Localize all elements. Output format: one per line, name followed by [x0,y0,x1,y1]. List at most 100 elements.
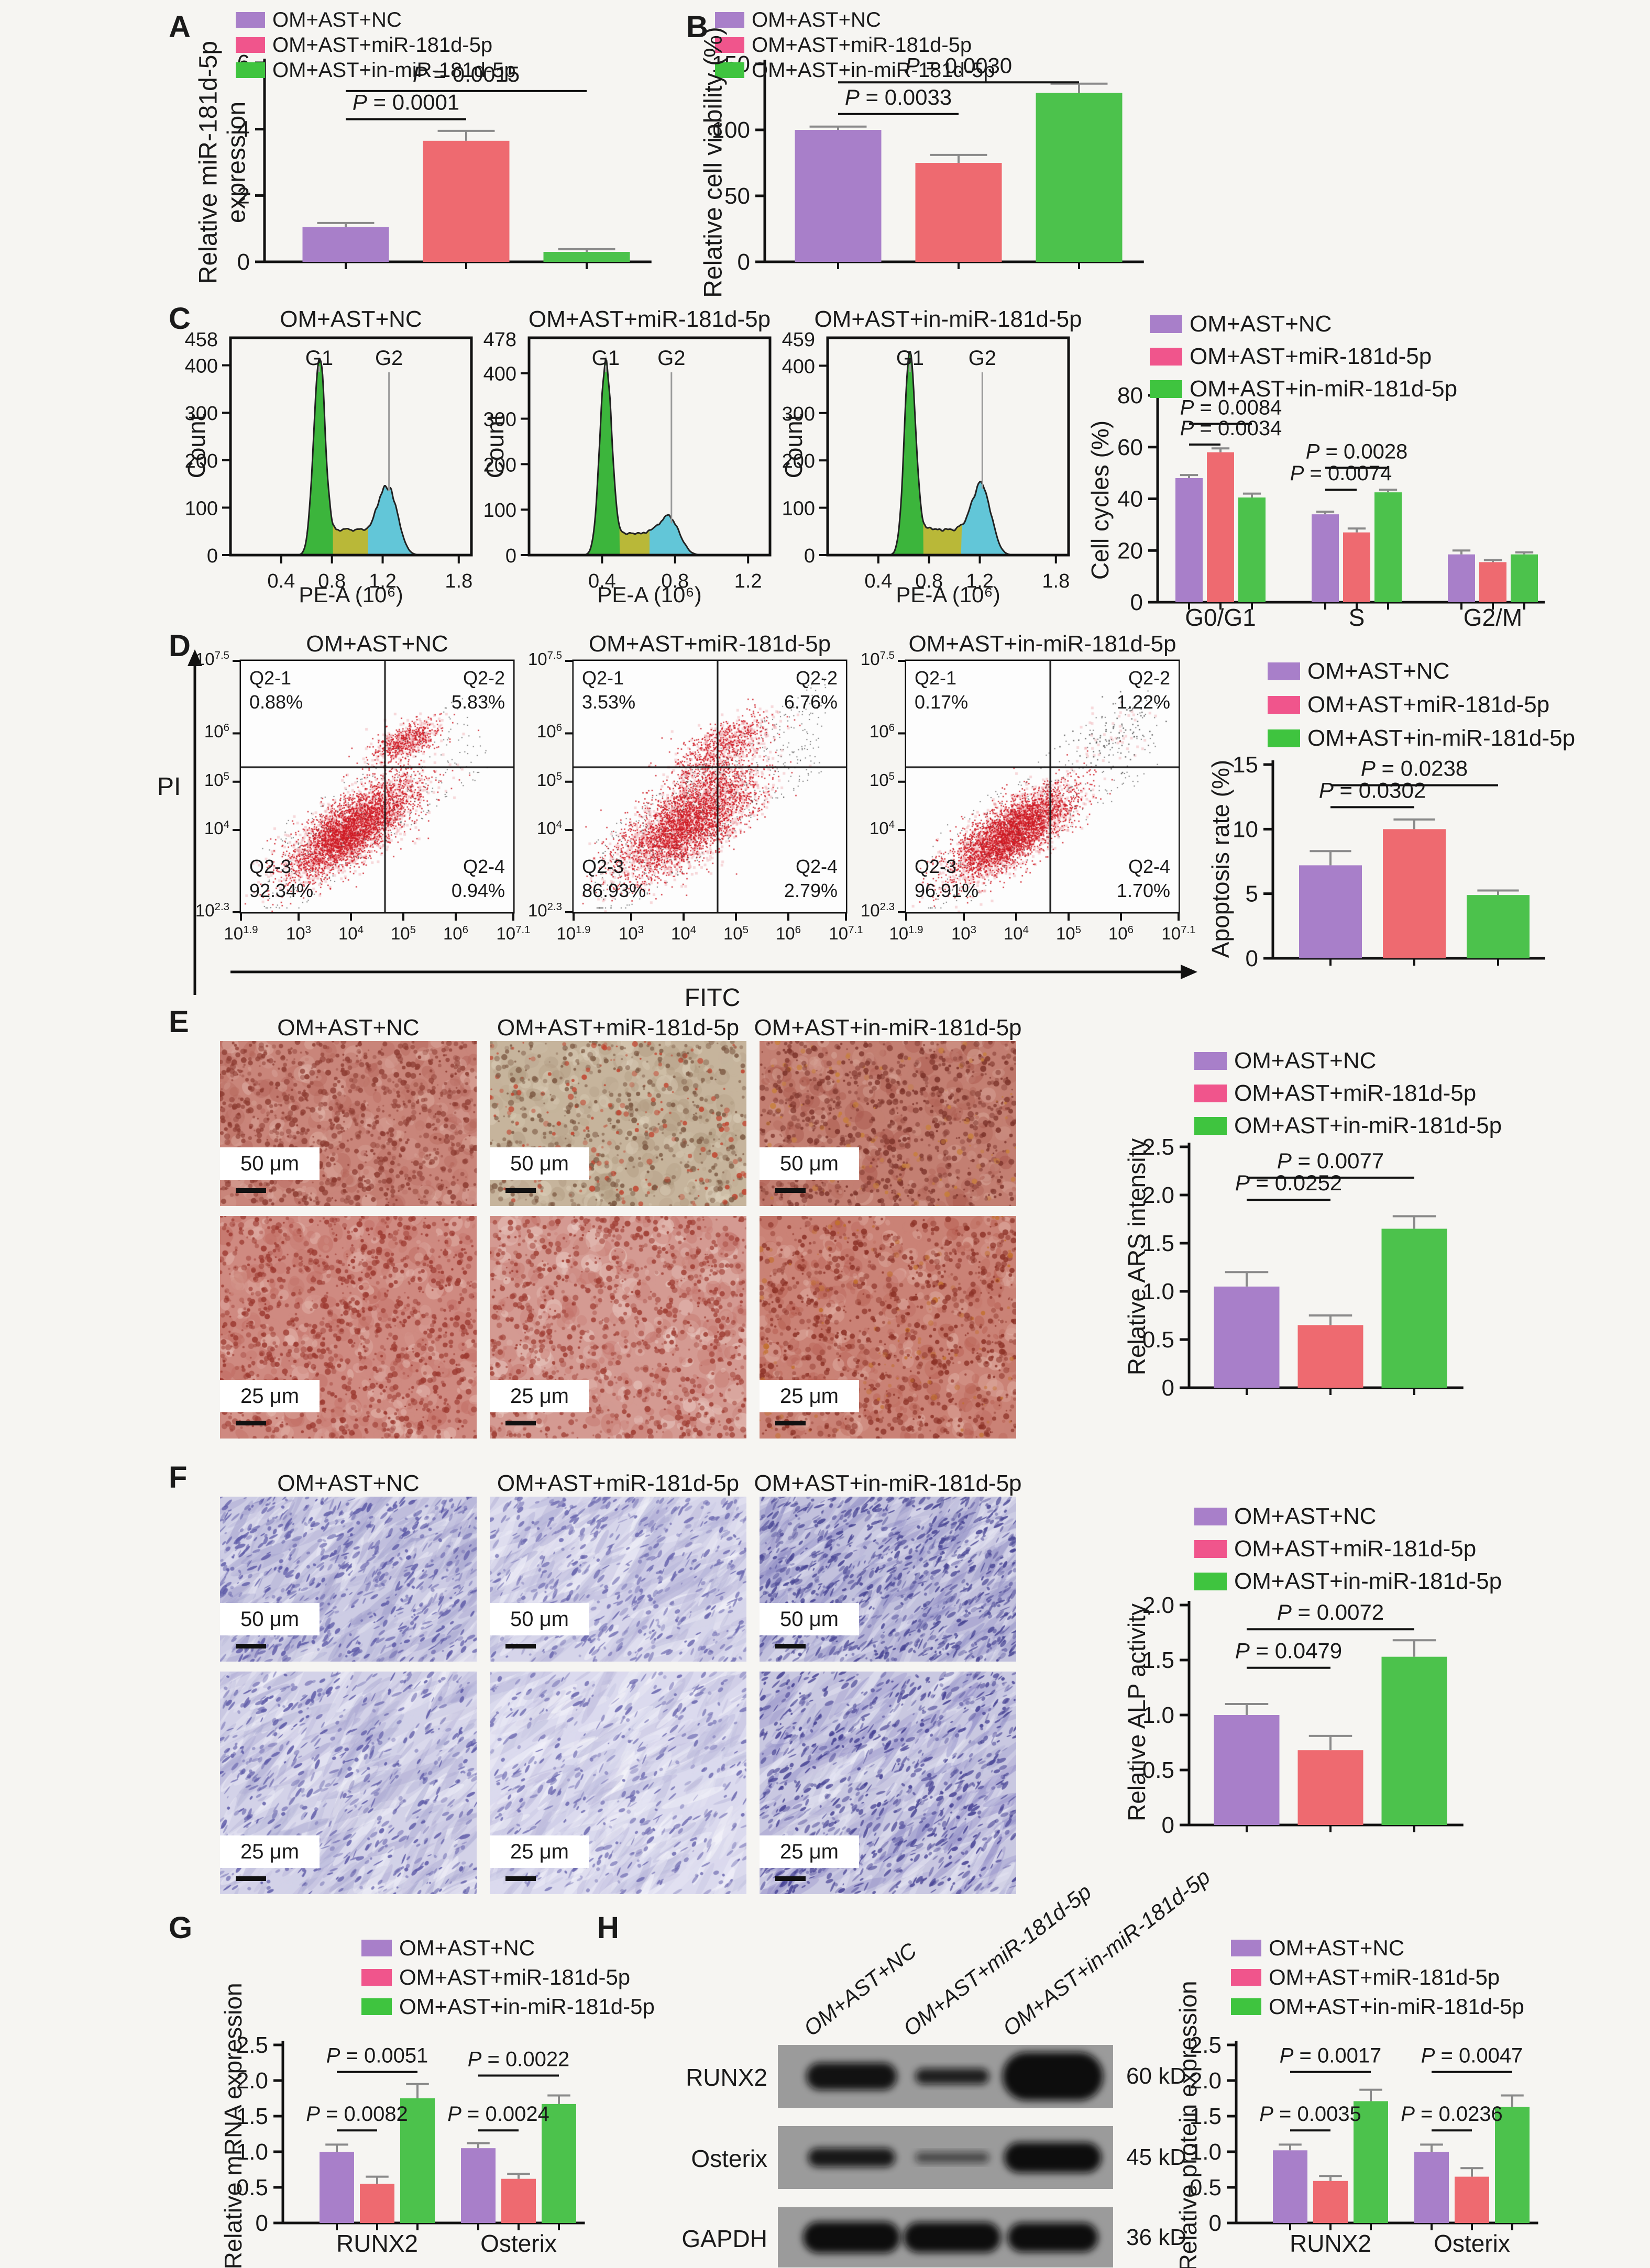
scale-bar-label: 25 μm [760,1835,859,1868]
scatter-xtick-label: 101.9 [224,924,258,943]
svg-text:G1: G1 [592,347,620,370]
legend-item: OM+AST+miR-181d-5p [715,32,995,58]
quadrant-pct: 6.76% [784,691,838,713]
d-scatter1-title: OM+AST+NC [306,631,448,657]
svg-text:2.0: 2.0 [1142,1592,1174,1618]
scatter-xtick-label: 104 [338,924,364,943]
legend-label: OM+AST+in-miR-181d-5p [399,1994,655,2019]
scale-bar [236,1876,266,1881]
svg-text:40: 40 [1117,486,1143,512]
legend-item: OM+AST+miR-181d-5p [1194,1077,1502,1110]
svg-text:P = 0.0236: P = 0.0236 [1401,2103,1503,2126]
e-col1-title: OM+AST+NC [277,1015,420,1041]
quadrant-id: Q2-1 [249,667,292,689]
svg-text:300: 300 [483,409,516,431]
svg-text:P = 0.0252: P = 0.0252 [1235,1170,1342,1195]
svg-text:P = 0.0077: P = 0.0077 [1277,1148,1384,1173]
e-col3-title: OM+AST+in-miR-181d-5p [754,1015,1022,1041]
svg-text:RUNX2: RUNX2 [1290,2230,1371,2257]
svg-text:459: 459 [782,329,815,351]
legend-item: OM+AST+in-miR-181d-5p [1231,1992,1524,2021]
scatter-ytick-label: 107.5 [195,649,229,669]
scatter-xtick-label: 107.1 [829,924,863,943]
legend-swatch [715,62,744,78]
quadrant-pct: 92.34% [249,880,314,901]
legend-label: OM+AST+miR-181d-5p [272,33,493,57]
g-bar-ylabel: Relative mRNA expression [219,1983,247,2268]
legend-item: OM+AST+miR-181d-5p [1231,1963,1524,1992]
svg-text:G1: G1 [305,347,333,370]
svg-text:400: 400 [483,363,516,385]
quadrant-pct: 1.70% [1116,880,1170,901]
svg-text:0: 0 [256,2210,268,2236]
svg-text:0.8: 0.8 [915,570,943,592]
d-scatter2-title: OM+AST+miR-181d-5p [588,631,831,657]
svg-text:P = 0.0302: P = 0.0302 [1319,778,1426,802]
b-ylabel: Relative cell viability (%) [699,27,728,298]
quadrant-id: Q2-4 [795,856,838,877]
svg-text:0: 0 [738,249,750,275]
legend-swatch [1194,1052,1227,1070]
legend-swatch [1231,1998,1261,2015]
svg-text:Osterix: Osterix [1434,2230,1510,2257]
svg-text:1.8: 1.8 [445,570,472,592]
legend-panel-f: OM+AST+NC OM+AST+miR-181d-5p OM+AST+in-miR… [1194,1500,1502,1598]
svg-text:100: 100 [483,500,516,522]
legend-item: OM+AST+NC [236,7,516,32]
svg-text:0: 0 [1130,590,1143,615]
svg-text:P = 0.0017: P = 0.0017 [1280,2044,1382,2067]
legend-item: OM+AST+miR-181d-5p [1150,340,1457,373]
scale-bar [236,1644,266,1649]
legend-panel-c: OM+AST+NC OM+AST+miR-181d-5p OM+AST+in-miR… [1150,308,1457,405]
scatter-xtick-label: 101.9 [889,924,923,943]
scale-bar [775,1188,806,1193]
svg-text:G2: G2 [969,347,996,370]
svg-text:1.2: 1.2 [369,570,397,592]
quadrant-pct: 2.79% [784,880,838,901]
svg-text:2.0: 2.0 [1142,1182,1174,1208]
quadrant-id: Q2-2 [463,667,505,689]
scale-bar-label: 25 μm [490,1835,589,1868]
svg-text:P = 0.0479: P = 0.0479 [1235,1639,1342,1663]
legend-panel-a: OM+AST+NC OM+AST+miR-181d-5p OM+AST+in-miR… [236,7,516,83]
legend-panel-h: OM+AST+NC OM+AST+miR-181d-5p OM+AST+in-miR… [1231,1933,1524,2021]
svg-text:0.8: 0.8 [661,570,689,592]
scatter-xtick-label: 104 [670,924,697,943]
legend-label: OM+AST+in-miR-181d-5p [1234,1113,1502,1138]
quadrant-id: Q2-2 [1128,667,1170,689]
f-col3-title: OM+AST+in-miR-181d-5p [754,1470,1022,1496]
legend-swatch [236,37,265,53]
legend-item: OM+AST+in-miR-181d-5p [715,58,995,83]
svg-text:200: 200 [782,450,815,472]
quadrant-pct: 0.88% [249,691,303,713]
scale-bar-label: 25 μm [220,1380,320,1412]
legend-label: OM+AST+NC [1234,1503,1377,1529]
svg-text:4: 4 [237,117,250,142]
scatter-xtick-label: 103 [618,924,644,943]
ars-image [490,1041,746,1206]
svg-text:1.5: 1.5 [1142,1647,1174,1673]
blot-row-label-gapdh: GAPDH [681,2225,767,2252]
svg-text:10: 10 [1233,816,1258,842]
legend-label: OM+AST+miR-181d-5p [752,33,972,57]
c-hist1-title: OM+AST+NC [280,306,422,332]
d-scatter3-title: OM+AST+in-miR-181d-5p [908,631,1176,657]
panel-letter-c: C [169,302,191,336]
svg-text:200: 200 [185,450,218,472]
blot-kd-60: 60 kD [1126,2063,1186,2089]
legend-item: OM+AST+NC [1268,655,1575,688]
svg-text:G1: G1 [896,347,924,370]
scatter-xtick-label: 106 [443,924,469,943]
scale-bar [775,1876,806,1881]
legend-panel-g: OM+AST+NC OM+AST+miR-181d-5p OM+AST+in-miR… [361,1933,655,2021]
scale-bar-label: 50 μm [490,1147,589,1180]
svg-text:0.5: 0.5 [236,2175,268,2200]
svg-text:P = 0.0033: P = 0.0033 [845,85,952,109]
svg-text:P = 0.0024: P = 0.0024 [447,2103,549,2126]
legend-swatch [1268,729,1300,747]
alp-image [490,1497,746,1662]
svg-text:0: 0 [505,545,516,567]
f-col1-title: OM+AST+NC [277,1470,420,1496]
legend-label: OM+AST+miR-181d-5p [399,1965,631,1989]
scatter-ytick-label: 104 [869,818,895,838]
